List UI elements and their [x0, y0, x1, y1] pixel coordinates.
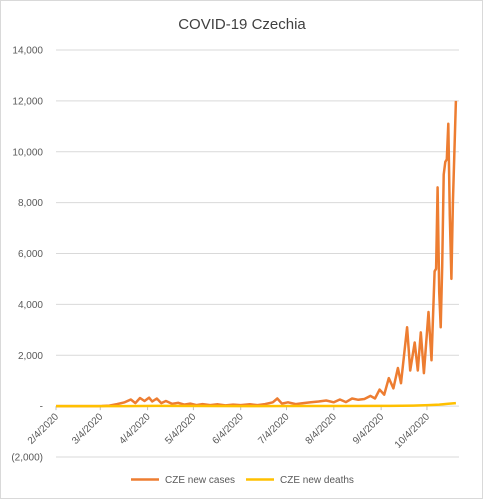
series-line [56, 100, 458, 408]
y-tick-label: (2,000) [11, 453, 43, 464]
y-axis-ticks: (2,000) - 2,000 4,000 6,000 8,000 10,000 12,000… [11, 46, 43, 464]
y-tick-label: 4,000 [18, 300, 43, 311]
y-tick-label: - [40, 402, 43, 413]
legend-label: CZE new cases [165, 475, 235, 486]
chart-title: COVID-19 Czechia [178, 16, 306, 33]
x-axis-ticks: 2/4/2020 3/4/2020 4/4/2020 5/4/2020 6/4/2020… [26, 406, 433, 451]
y-tick-label: 8,000 [18, 198, 43, 209]
x-tick-label: 5/4/2020 [163, 411, 199, 447]
y-tick-label: 6,000 [18, 249, 43, 260]
x-tick-label: 10/4/2020 [393, 411, 433, 451]
x-tick-label: 7/4/2020 [256, 411, 292, 447]
x-tick-label: 6/4/2020 [211, 411, 247, 447]
x-tick-label: 4/4/2020 [117, 411, 153, 447]
x-tick-label: 9/4/2020 [351, 411, 387, 447]
gridlines [56, 49, 459, 458]
y-tick-label: 10,000 [12, 147, 43, 158]
series-lines [56, 100, 458, 408]
x-tick-label: 8/4/2020 [304, 411, 340, 447]
y-tick-label: 14,000 [12, 46, 43, 57]
x-tick-label: 3/4/2020 [70, 411, 106, 447]
series-line [56, 401, 457, 408]
legend: CZE new cases CZE new deaths [131, 475, 354, 486]
y-tick-label: 2,000 [18, 351, 43, 362]
legend-label: CZE new deaths [280, 475, 354, 486]
y-tick-label: 12,000 [12, 96, 43, 107]
x-tick-label: 2/4/2020 [26, 411, 62, 447]
